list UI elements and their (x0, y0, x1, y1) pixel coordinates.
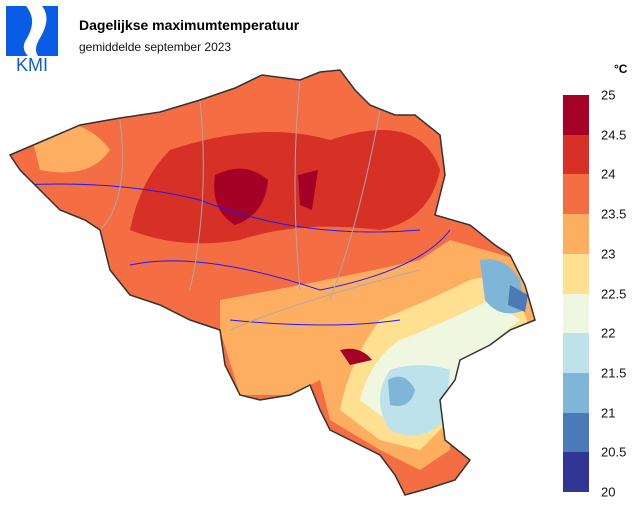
svg-text:KMI: KMI (16, 55, 48, 72)
legend-label: 21.5 (601, 365, 627, 381)
zone-24.5-25-south (340, 348, 372, 365)
legend-band (563, 333, 589, 374)
legend-label: 23.5 (601, 206, 627, 222)
map-subtitle: gemiddelde september 2023 (79, 40, 232, 54)
legend-label: 20 (601, 484, 616, 500)
legend-band (563, 412, 589, 453)
legend-unit: °C (614, 62, 628, 76)
rivers (19, 183, 451, 326)
province-borders (99, 79, 421, 331)
legend-label: 21 (601, 405, 616, 421)
legend-band (563, 293, 589, 334)
legend-band (563, 95, 589, 136)
legend-label: 23 (601, 246, 616, 262)
legend-band (563, 214, 589, 255)
legend-band (563, 174, 589, 215)
kmi-logo: KMI (6, 6, 58, 75)
legend-band (563, 253, 589, 294)
legend-band (563, 134, 589, 175)
legend-label: 24.5 (601, 127, 627, 143)
legend-label: 22.5 (601, 286, 627, 301)
legend-label: 24 (601, 166, 616, 182)
legend-band (563, 372, 589, 414)
zone-21-21.5-ardennes (388, 376, 415, 406)
legend-label: 20.5 (601, 444, 627, 460)
zone-24-24.5 (130, 130, 440, 244)
legend-band (563, 452, 589, 493)
zone-20.5-21 (508, 285, 528, 312)
zone-24.5-25-east (298, 170, 318, 210)
zone-24.5-25 (214, 168, 268, 225)
map-title: Dagelijkse maximumtemperatuur (79, 17, 300, 33)
legend-label: 25 (601, 87, 616, 103)
legend-label: 22 (601, 325, 616, 341)
